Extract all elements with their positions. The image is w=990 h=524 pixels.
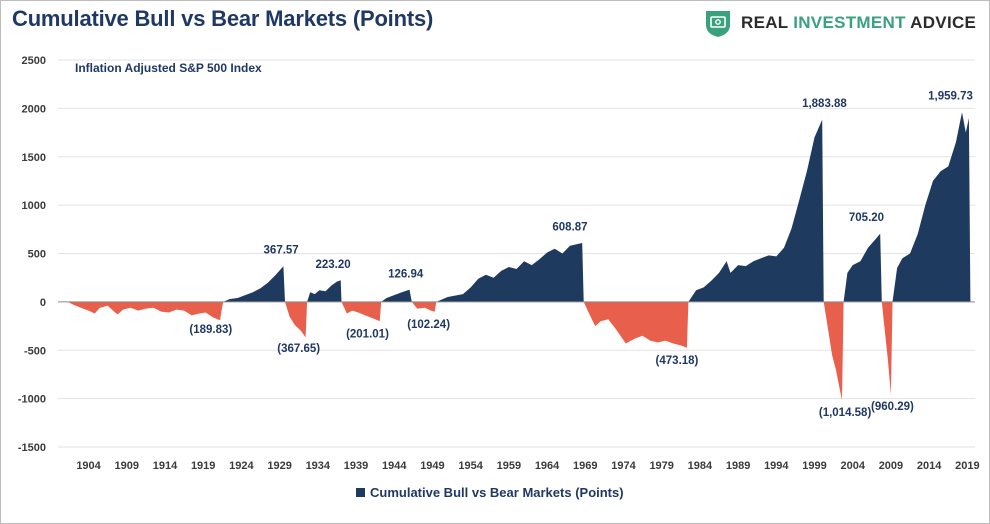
- x-tick-label: 2004: [840, 460, 865, 472]
- x-tick-label: 2014: [917, 460, 942, 472]
- data-label: (201.01): [346, 329, 389, 341]
- x-tick-label: 1919: [191, 460, 215, 472]
- data-label: (189.83): [189, 324, 232, 336]
- data-label: 367.57: [264, 245, 299, 257]
- brand-name: REAL INVESTMENT ADVICE: [741, 13, 976, 33]
- x-tick-label: 1949: [420, 460, 444, 472]
- legend-label: Cumulative Bull vs Bear Markets (Points): [370, 485, 624, 500]
- shield-dollar-icon: [706, 11, 730, 37]
- segment-bear-4: [341, 301, 382, 322]
- chart-title: Cumulative Bull vs Bear Markets (Points): [12, 6, 434, 31]
- segment-bear-0: [67, 301, 224, 321]
- data-label: (367.65): [277, 343, 320, 355]
- data-label: 1,883.88: [802, 98, 847, 110]
- x-tick-label: 1964: [535, 460, 560, 472]
- x-tick-label: 1944: [382, 460, 407, 472]
- y-tick-label: 500: [28, 249, 46, 261]
- x-tick-label: 1914: [153, 460, 178, 472]
- data-label: (1,014.58): [819, 407, 872, 419]
- segment-bull-3: [307, 280, 342, 302]
- legend: Cumulative Bull vs Bear Markets (Points): [356, 485, 624, 500]
- segment-bull-13: [892, 112, 971, 302]
- annotations: (189.83) 367.57 (367.65) 223.20 (201.01) 126.…: [189, 91, 973, 419]
- grid-lines: [58, 59, 975, 448]
- segment-bear-2: [285, 301, 308, 338]
- x-tick-label: 1929: [267, 460, 291, 472]
- data-label: (960.29): [871, 401, 914, 413]
- x-tick-label: 2019: [955, 460, 979, 472]
- segment-bear-12: [881, 301, 893, 395]
- x-tick-label: 1939: [344, 460, 368, 472]
- segment-bear-10: [823, 301, 844, 400]
- segment-bull-1: [223, 266, 285, 302]
- x-tick-label: 1994: [764, 460, 789, 472]
- x-tick-label: 1924: [229, 460, 254, 472]
- x-tick-label: 1934: [306, 460, 331, 472]
- segment-bull-7: [436, 243, 584, 302]
- brand-suffix: ADVICE: [905, 13, 977, 32]
- segment-bear-8: [583, 301, 689, 348]
- segment-bull-9: [688, 119, 824, 302]
- x-tick-label: 1969: [573, 460, 597, 472]
- x-tick-label: 1959: [497, 460, 521, 472]
- y-tick-label: -500: [24, 345, 46, 357]
- legend-swatch: [356, 488, 365, 497]
- y-tick-label: 1500: [22, 152, 46, 164]
- x-tick-label: 1979: [649, 460, 673, 472]
- y-axis-ticks: 2500 2000 1500 1000 500 0 -500 -1000 -1500: [18, 55, 46, 454]
- data-label: (473.18): [656, 355, 699, 367]
- x-tick-label: 1984: [688, 460, 713, 472]
- x-tick-label: 1974: [611, 460, 636, 472]
- x-tick-label: 1909: [115, 460, 139, 472]
- y-tick-label: 0: [40, 297, 46, 309]
- y-tick-label: 2000: [22, 103, 46, 115]
- chart-subtitle: Inflation Adjusted S&P 500 Index: [75, 61, 262, 75]
- y-tick-label: -1500: [18, 442, 46, 454]
- x-axis-ticks: 1904 1909 1914 1919 1924 1929 1934 1939 1944 1949…: [76, 460, 979, 472]
- brand-accent: INVESTMENT: [793, 13, 906, 32]
- segment-bull-11: [843, 233, 882, 302]
- x-tick-label: 2009: [879, 460, 903, 472]
- data-label: 1,959.73: [928, 91, 973, 103]
- data-label: 223.20: [316, 259, 351, 271]
- market-segments: [67, 112, 971, 400]
- y-tick-label: -1000: [18, 394, 46, 406]
- y-tick-label: 2500: [22, 55, 46, 67]
- segment-bull-5: [381, 289, 412, 302]
- data-label: 705.20: [849, 212, 884, 224]
- data-label: 126.94: [388, 269, 424, 281]
- segment-bear-6: [411, 301, 437, 312]
- data-label: 608.87: [552, 221, 587, 233]
- x-tick-label: 1904: [76, 460, 101, 472]
- x-tick-label: 1989: [726, 460, 750, 472]
- data-label: (102.24): [407, 319, 450, 331]
- brand-prefix: REAL: [741, 13, 794, 32]
- y-tick-label: 1000: [22, 200, 46, 212]
- brand-logo: REAL INVESTMENT ADVICE: [703, 8, 976, 38]
- x-tick-label: 1954: [458, 460, 483, 472]
- x-tick-label: 1999: [802, 460, 826, 472]
